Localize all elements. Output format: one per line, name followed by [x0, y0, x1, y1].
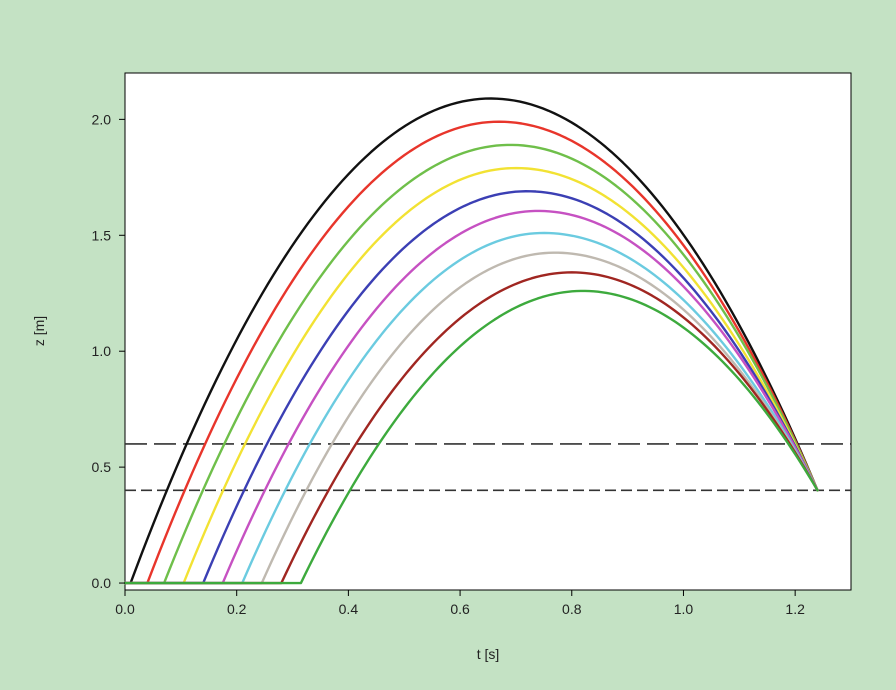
trajectory-curves	[123, 97, 819, 585]
trajectory-curve-8	[123, 251, 819, 585]
trajectory-curve-4	[123, 166, 819, 585]
y-tick-label: 0.5	[92, 459, 112, 475]
trajectory-curve-10	[123, 289, 819, 585]
x-tick-label: 0.8	[562, 601, 582, 617]
trajectory-curve-6	[123, 209, 819, 585]
x-tick-label: 0.0	[115, 601, 135, 617]
x-tick-label: 0.2	[227, 601, 247, 617]
y-tick-label: 0.0	[92, 575, 112, 591]
x-tick-label: 0.6	[450, 601, 470, 617]
trajectory-curve-1	[123, 97, 819, 585]
x-axis-label: t [s]	[477, 646, 500, 662]
trajectory-curve-9	[123, 271, 819, 585]
y-axis-ticks: 0.0 0.5 1.0 1.5 2.0	[92, 111, 125, 591]
x-axis-ticks: 0.0 0.2 0.4 0.6 0.8 1.0 1.2	[115, 590, 805, 617]
trajectory-curve-5	[123, 190, 819, 585]
y-tick-label: 1.0	[92, 343, 112, 359]
trajectory-curve-2	[123, 120, 819, 585]
y-axis-label: z [m]	[31, 316, 47, 346]
trajectory-curve-7	[123, 231, 819, 585]
y-tick-label: 1.5	[92, 227, 112, 243]
x-tick-label: 1.2	[785, 601, 805, 617]
trajectory-curve-3	[123, 143, 819, 585]
x-tick-label: 0.4	[339, 601, 359, 617]
y-tick-label: 2.0	[92, 111, 112, 127]
x-tick-label: 1.0	[674, 601, 694, 617]
